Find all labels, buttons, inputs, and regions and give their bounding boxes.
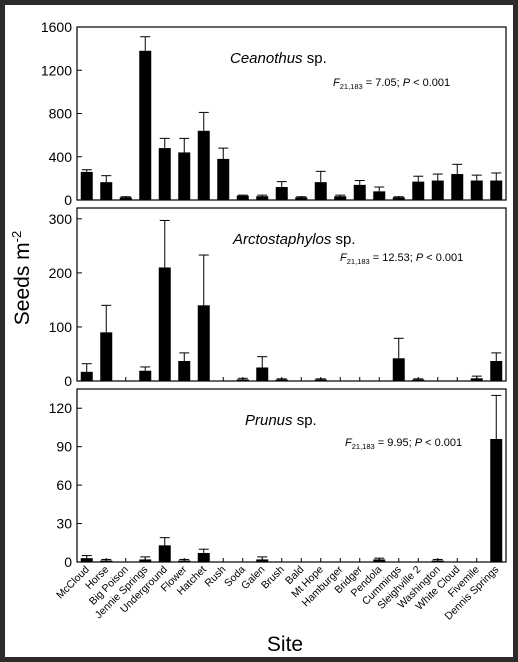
y-tick-label: 200: [49, 265, 73, 281]
bar-mt-hope: [314, 182, 327, 200]
bar-soda: [236, 195, 249, 200]
bar-fivemile: [470, 180, 483, 200]
y-tick-label: 120: [49, 400, 73, 416]
bar-jennie-springs: [139, 370, 152, 381]
panel-statistic: F21,183 = 9.95; P < 0.001: [345, 437, 462, 451]
bar-hatchet: [197, 553, 210, 562]
bar-washington: [431, 180, 444, 200]
y-tick-label: 0: [64, 373, 72, 389]
y-tick-label: 300: [49, 211, 73, 227]
panel-frame: [76, 388, 507, 563]
bar-dennis-springs: [490, 180, 503, 200]
y-tick-label: 800: [49, 106, 73, 122]
bar-mccloud: [80, 558, 93, 562]
bar-sleighville-2: [412, 181, 425, 200]
y-tick-label: 0: [64, 554, 72, 570]
bar-dennis-springs: [490, 360, 503, 381]
bar-underground: [158, 267, 171, 381]
bar-galen: [256, 559, 269, 562]
bar-horse: [100, 332, 113, 381]
bar-pendola: [373, 559, 386, 562]
figure-frame: 0 400 800 1200 1600 Ceanothus sp. F21,183 = 7.…: [5, 5, 513, 657]
chart-panel-1: 0 400 800 1200 1600 Ceanothus sp. F21,183 = 7.…: [41, 19, 507, 208]
bar-brush: [275, 379, 288, 381]
y-axis-label: Seeds m-2: [9, 231, 34, 325]
bar-big-poison: [119, 197, 132, 200]
panel-title: Prunus sp.: [245, 412, 317, 429]
bar-brush: [275, 187, 288, 200]
bar-mt-hope: [314, 379, 327, 381]
bar-horse: [100, 182, 113, 200]
panel-title: Arctostaphylos sp.: [232, 231, 356, 248]
bar-fivemile: [470, 378, 483, 381]
chart-panel-2: 0 100 200 300 Arctostaphylos sp. F21,183 = 12…: [49, 207, 507, 389]
bar-flower: [178, 360, 191, 381]
bar-white-cloud: [451, 174, 464, 200]
panel-statistic: F21,183 = 12.53; P < 0.001: [340, 252, 463, 266]
y-tick-label: 1200: [41, 62, 72, 78]
bar-hamburger: [334, 196, 347, 200]
bar-jennie-springs: [139, 50, 152, 200]
x-axis-label: Site: [267, 633, 303, 656]
y-tick-label: 1600: [41, 19, 72, 35]
bar-jennie-springs: [139, 559, 152, 562]
bar-galen: [256, 367, 269, 381]
bar-sleighville-2: [412, 379, 425, 381]
bar-horse: [100, 560, 113, 562]
bar-washington: [431, 560, 444, 562]
bar-hatchet: [197, 130, 210, 200]
bar-galen: [256, 196, 269, 200]
bar-cummings: [392, 358, 405, 381]
bar-bridger: [353, 184, 366, 200]
y-tick-label: 90: [56, 439, 72, 455]
bar-mccloud: [80, 171, 93, 200]
y-tick-label: 30: [56, 516, 72, 532]
y-tick-label: 60: [56, 477, 72, 493]
bar-flower: [178, 560, 191, 562]
bar-soda: [236, 379, 249, 381]
y-tick-label: 100: [49, 319, 73, 335]
bar-bald: [295, 197, 308, 200]
bar-mccloud: [80, 371, 93, 381]
panel-frame: [76, 207, 507, 382]
bar-cummings: [392, 197, 405, 200]
bar-hatchet: [197, 305, 210, 381]
y-tick-label: 400: [49, 149, 73, 165]
panel-statistic: F21,183 = 7.05; P < 0.001: [333, 77, 450, 91]
panel-title: Ceanothus sp.: [230, 50, 327, 67]
bar-pendola: [373, 191, 386, 200]
bar-underground: [158, 545, 171, 562]
bar-flower: [178, 152, 191, 200]
bar-underground: [158, 148, 171, 200]
y-tick-label: 0: [64, 192, 72, 208]
bar-rush: [217, 158, 230, 200]
site-label: Rush: [203, 564, 229, 590]
chart-panel-3: 0 30 60 90 120 Prunus sp. F21,183 = 9.95; P < …: [49, 388, 507, 570]
bar-dennis-springs: [490, 438, 503, 562]
